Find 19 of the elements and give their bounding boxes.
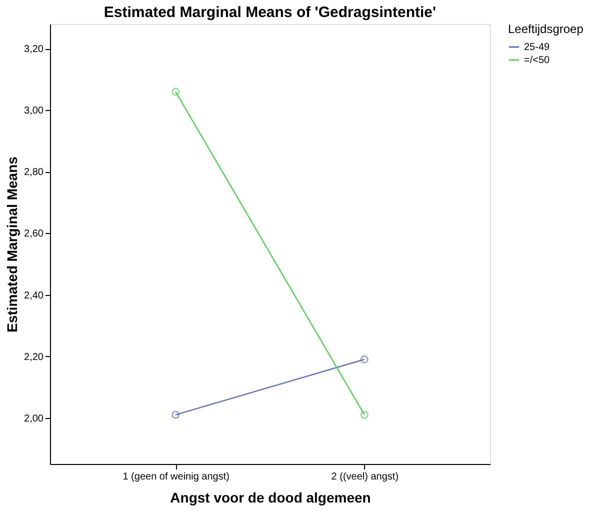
x-tick-label: 2 ((veel) angst) [331,472,399,482]
legend-label: 25-49 [524,42,550,53]
legend-title: Leeftijdsgroep [508,22,584,36]
y-tick-label: 2,60 [24,228,44,240]
y-tick-label: 3,20 [24,44,44,56]
point [172,88,180,96]
chart-title: Estimated Marginal Means of 'Gedragsintentie' [104,4,436,21]
legend-label: =/<50 [524,55,550,66]
y-tick-label: 3,00 [24,106,44,117]
x-tick-label: 1 (geen of weinig angst) [122,472,230,482]
point [360,355,368,364]
y-axis-title: Estimated Marginal Means [4,156,20,332]
y-tick-label: 2,00 [24,413,44,424]
point [360,410,368,419]
y-tick-label: 2,80 [24,167,44,178]
y-tick-label: 2,40 [24,290,44,302]
y-tick-label: 2,20 [24,352,44,363]
x-axis-title: Angst voor de dood algemeen [170,490,371,506]
point [172,410,180,419]
